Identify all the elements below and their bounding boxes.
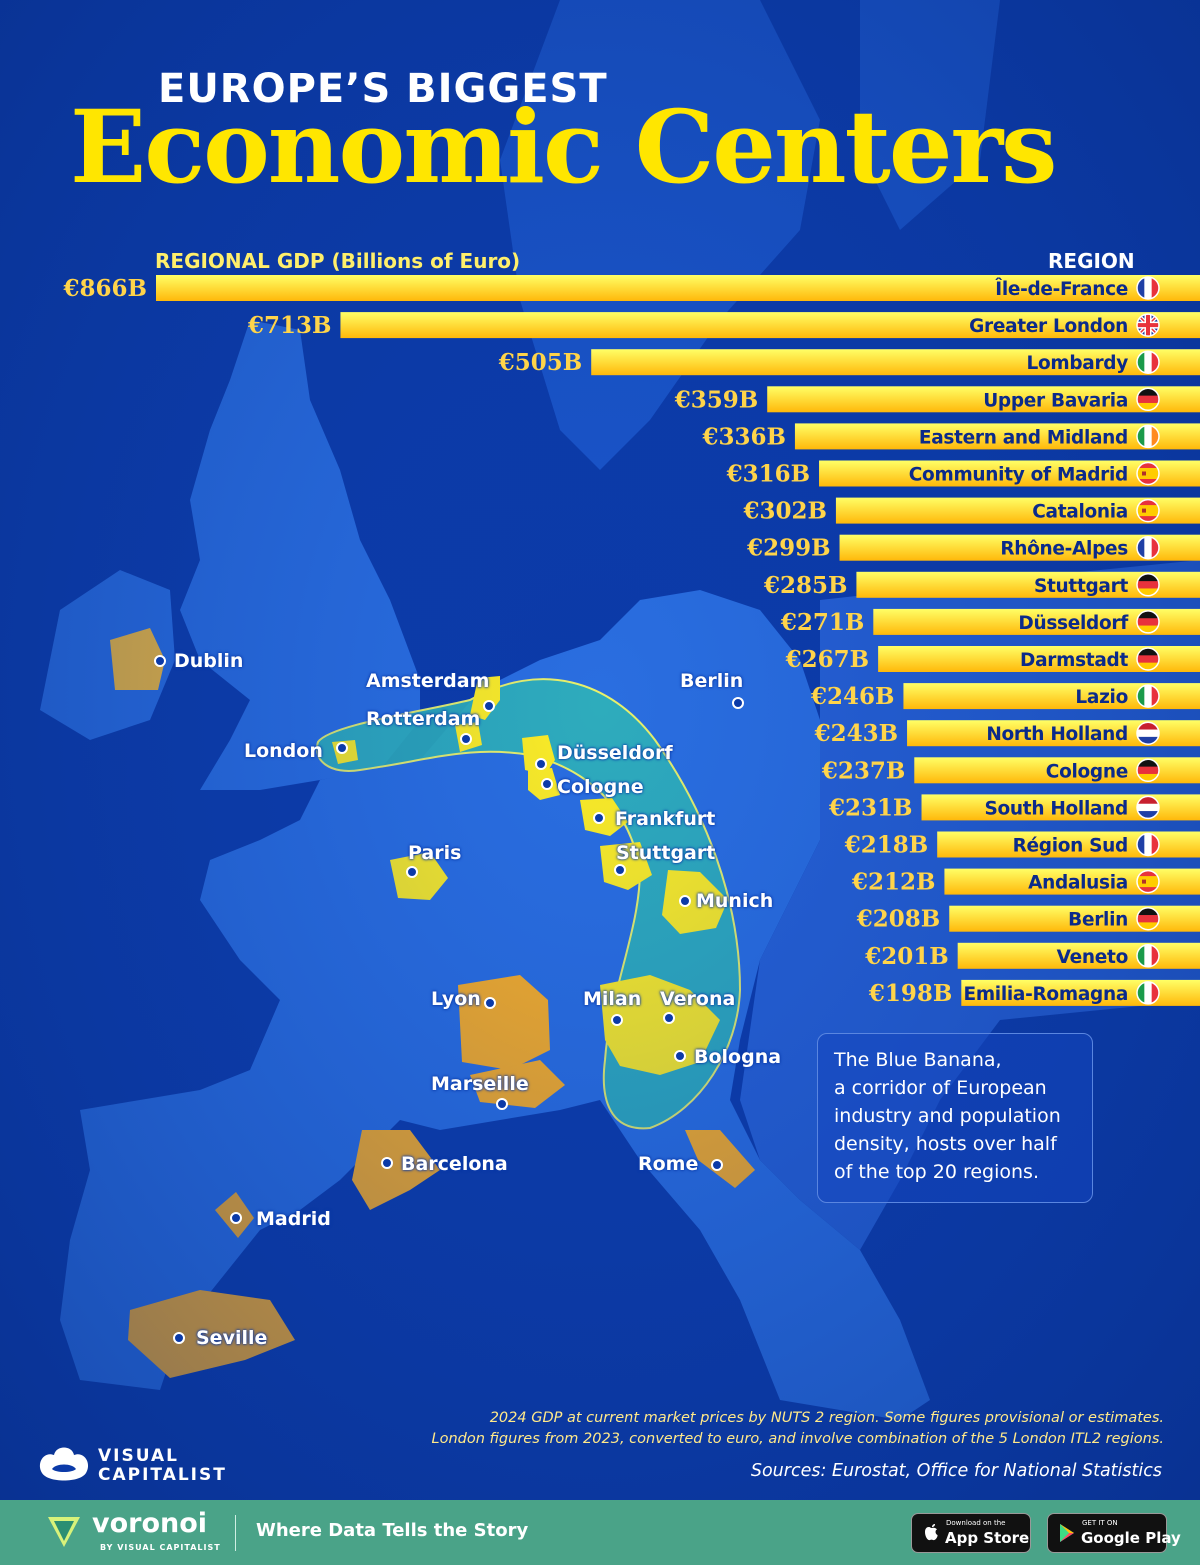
voronoi-logo-icon	[48, 1517, 80, 1547]
city-label: Madrid	[256, 1208, 331, 1230]
city-marker	[674, 1050, 686, 1062]
city-label: Verona	[660, 988, 736, 1010]
apple-icon	[925, 1524, 938, 1541]
google-play-icon	[1060, 1524, 1074, 1542]
city-marker	[484, 997, 496, 1009]
title-small: EUROPE’S BIGGEST	[158, 66, 608, 112]
city-marker	[614, 864, 626, 876]
city-marker	[154, 655, 166, 667]
voronoi-subtitle: BY VISUAL CAPITALIST	[100, 1543, 221, 1552]
city-label: Düsseldorf	[557, 742, 673, 764]
city-marker	[496, 1098, 508, 1110]
city-label: Rome	[638, 1153, 699, 1175]
footnotes: 2024 GDP at current market prices by NUT…	[432, 1408, 1164, 1450]
footnote-line: London figures from 2023, converted to e…	[431, 1431, 1164, 1447]
city-label: Rotterdam	[366, 708, 481, 730]
vc-line1: VISUAL	[98, 1446, 179, 1466]
app-store-button[interactable]: Download on the App Store	[911, 1513, 1031, 1553]
city-marker	[611, 1014, 623, 1026]
blue-banana-callout: The Blue Banana, a corridor of European …	[817, 1033, 1093, 1203]
axis-title: REGIONAL GDP (Billions of Euro)	[155, 249, 521, 273]
callout-line: a corridor of European	[834, 1077, 1047, 1099]
city-marker	[541, 778, 553, 790]
city-label: Marseille	[431, 1073, 529, 1095]
city-marker	[711, 1159, 723, 1171]
sources: Sources: Eurostat, Office for National S…	[750, 1461, 1162, 1481]
app-store-label: App Store	[945, 1529, 1030, 1547]
footnote-line: 2024 GDP at current market prices by NUT…	[489, 1410, 1164, 1426]
visual-capitalist-logo-icon	[39, 1447, 89, 1481]
city-label: Milan	[583, 988, 642, 1010]
city-marker	[460, 733, 472, 745]
city-marker	[663, 1012, 675, 1024]
city-label: Dublin	[174, 650, 244, 672]
city-label: London	[244, 740, 323, 762]
city-marker	[406, 866, 418, 878]
city-marker	[381, 1157, 393, 1169]
city-label: Amsterdam	[366, 670, 490, 692]
google-play-small: GET IT ON	[1082, 1519, 1118, 1527]
city-marker	[732, 697, 744, 709]
city-label: Berlin	[680, 670, 744, 692]
city-label: Stuttgart	[616, 842, 716, 864]
city-marker	[173, 1332, 185, 1344]
city-label: Seville	[196, 1327, 268, 1349]
city-label: Munich	[696, 890, 774, 912]
region-header: REGION	[1048, 249, 1135, 273]
city-label: Frankfurt	[615, 808, 716, 830]
callout-line: density, hosts over half	[834, 1133, 1057, 1155]
city-marker	[535, 758, 547, 770]
city-label: Cologne	[557, 776, 644, 798]
vc-line2: CAPITALIST	[98, 1465, 227, 1485]
city-label: Barcelona	[401, 1153, 508, 1175]
voronoi-wordmark: voronoi	[92, 1508, 208, 1539]
google-play-button[interactable]: GET IT ON Google Play	[1047, 1513, 1181, 1553]
city-marker	[483, 700, 495, 712]
city-label: Paris	[408, 842, 462, 864]
city-marker	[230, 1212, 242, 1224]
app-store-small: Download on the	[946, 1519, 1006, 1527]
footer-divider	[235, 1515, 236, 1551]
city-marker	[593, 812, 605, 824]
callout-line: of the top 20 regions.	[834, 1161, 1039, 1183]
city-label: Bologna	[694, 1046, 782, 1068]
city-marker	[336, 742, 348, 754]
visual-capitalist-wordmark: VISUAL CAPITALIST	[98, 1447, 227, 1485]
title-big: Economic Centers	[70, 88, 1057, 206]
tagline: Where Data Tells the Story	[256, 1520, 529, 1541]
city-marker	[679, 895, 691, 907]
callout-line: industry and population	[834, 1105, 1061, 1127]
callout-line: The Blue Banana,	[834, 1049, 1002, 1071]
google-play-label: Google Play	[1081, 1529, 1181, 1547]
city-label: Lyon	[431, 988, 481, 1010]
